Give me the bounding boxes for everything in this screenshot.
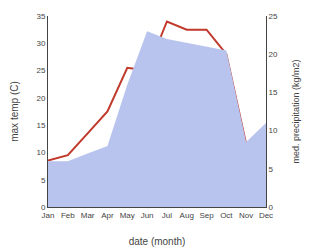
svg-text:25: 25 [36,66,45,75]
svg-text:May: May [120,211,135,220]
svg-text:20: 20 [36,94,45,103]
svg-text:10: 10 [269,126,278,135]
svg-text:med. precipitation (kg/m2): med. precipitation (kg/m2) [291,59,301,163]
svg-text:15: 15 [269,88,278,97]
svg-text:0: 0 [41,203,46,212]
svg-text:Feb: Feb [61,211,75,220]
svg-text:20: 20 [269,50,278,59]
svg-text:Nov: Nov [239,211,253,220]
svg-text:Jan: Jan [42,211,55,220]
svg-text:15: 15 [36,121,45,130]
svg-text:max temp (C): max temp (C) [9,81,20,142]
svg-text:date (month): date (month) [129,236,186,247]
svg-text:25: 25 [269,12,278,21]
svg-text:Oct: Oct [220,211,233,220]
svg-text:0: 0 [269,203,274,212]
svg-text:Jun: Jun [141,211,154,220]
svg-text:Jul: Jul [162,211,172,220]
svg-text:5: 5 [269,165,274,174]
svg-text:Aug: Aug [180,211,194,220]
svg-text:Sep: Sep [199,211,214,220]
svg-text:Mar: Mar [81,211,95,220]
svg-text:Apr: Apr [101,211,114,220]
svg-text:30: 30 [36,39,45,48]
svg-text:Dec: Dec [259,211,273,220]
svg-text:5: 5 [41,176,46,185]
svg-text:10: 10 [36,148,45,157]
svg-text:35: 35 [36,12,45,21]
